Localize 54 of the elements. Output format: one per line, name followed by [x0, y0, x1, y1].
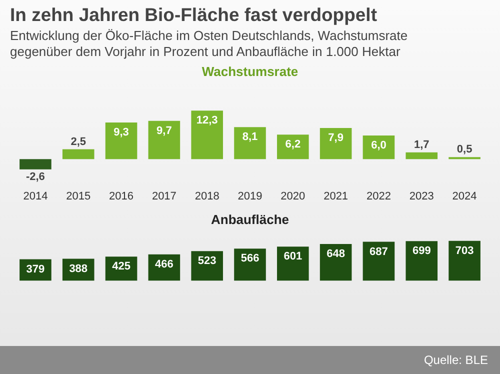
- bar: [320, 128, 352, 160]
- data-label: 388: [69, 262, 88, 275]
- data-label: 699: [412, 245, 431, 258]
- bar: [320, 244, 352, 281]
- chart-title: Wachstumsrate: [200, 64, 300, 79]
- chart-title: Anbaufläche: [210, 212, 290, 227]
- data-label: 648: [326, 248, 345, 260]
- data-label: 703: [455, 244, 474, 257]
- bar: [406, 152, 438, 160]
- data-label: 425: [112, 260, 130, 273]
- x-tick-label: 2018: [194, 190, 220, 202]
- data-label: -2,6: [26, 170, 45, 183]
- bar: [277, 134, 309, 160]
- data-label: 8,1: [242, 131, 258, 144]
- data-label: 12,3: [196, 114, 218, 127]
- bar: [448, 240, 480, 281]
- x-tick-label: 2023: [409, 190, 434, 202]
- bar: [191, 251, 223, 281]
- bar: [105, 122, 138, 160]
- x-tick-label: 2024: [452, 190, 477, 202]
- text: Entwicklung der Öko-Fläche im Osten Deutschlands, Wachstumsrate gegenüber dem Vorjahr in Prozent und Anbaufläche in 1.000 Hektar: [10, 28, 409, 60]
- data-label: 9,7: [156, 124, 172, 137]
- x-tick-label: 2021: [324, 190, 348, 202]
- data-label: 687: [370, 246, 388, 258]
- data-label: 9,3: [114, 126, 129, 138]
- data-label: 6,0: [371, 139, 386, 152]
- bar: [277, 246, 309, 281]
- bar: [148, 120, 180, 160]
- x-tick-label: 2015: [66, 190, 91, 202]
- source-note: Quelle: BLE: [424, 353, 488, 367]
- bar: [406, 241, 438, 281]
- bar: [191, 110, 223, 160]
- x-tick-label: 2022: [366, 190, 391, 202]
- x-tick-label: 2014: [23, 190, 48, 202]
- text: In zehn Jahren Bio-Fläche fast verdoppelt: [10, 4, 377, 26]
- data-label: 0,5: [456, 144, 472, 156]
- data-label: 7,9: [328, 132, 344, 144]
- data-label: 2,5: [70, 136, 86, 148]
- bar: [62, 149, 94, 160]
- data-label: 523: [198, 255, 216, 268]
- data-label: 1,7: [414, 138, 430, 151]
- bar: [234, 127, 266, 160]
- data-label: 379: [26, 263, 45, 276]
- x-tick-label: 2019: [238, 190, 262, 202]
- bar: [362, 242, 395, 281]
- data-label: 466: [155, 258, 174, 270]
- data-label: 601: [284, 250, 302, 263]
- data-label: 566: [240, 252, 260, 265]
- x-tick-label: 2017: [152, 190, 176, 202]
- bar: [20, 159, 52, 170]
- bar: [234, 248, 266, 281]
- x-tick-label: 2020: [280, 190, 306, 202]
- x-tick-label: 2016: [109, 190, 134, 202]
- data-label: 6,2: [285, 138, 301, 151]
